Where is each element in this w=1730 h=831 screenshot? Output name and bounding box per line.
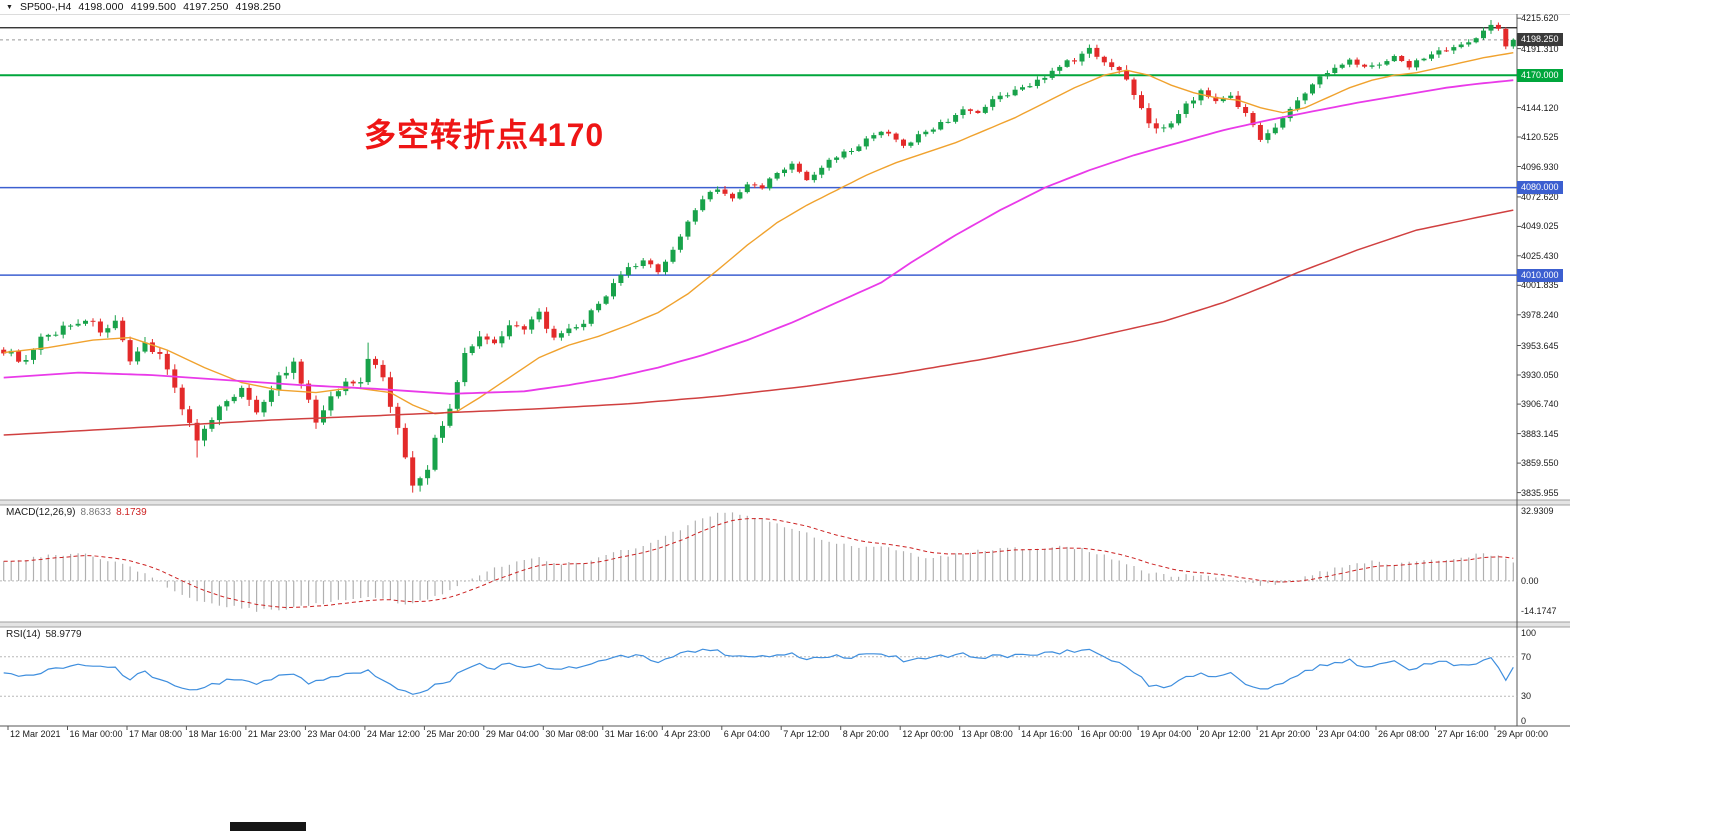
rsi-value: 58.9779 bbox=[45, 629, 82, 640]
quote-high: 4199.500 bbox=[130, 1, 177, 13]
quote-close: 4198.250 bbox=[235, 1, 281, 13]
taskbar-fragment bbox=[230, 822, 306, 831]
rsi-indicator-label: RSI(14) 58.9779 bbox=[6, 629, 82, 640]
ma-slow-red-line bbox=[3, 209, 1514, 436]
rsi-line bbox=[3, 648, 1514, 695]
rsi-name: RSI(14) bbox=[6, 629, 41, 640]
macd-main-value: 8.8633 bbox=[80, 507, 112, 518]
macd-signal-value: 8.1739 bbox=[116, 507, 147, 518]
quote-low: 4197.250 bbox=[183, 1, 229, 13]
symbol-info-bar: ▼ SP500-,H4 4198.000 4199.500 4197.250 4… bbox=[0, 0, 1730, 14]
horizontal-level-lines bbox=[0, 27, 1517, 276]
macd-signal-line bbox=[3, 518, 1514, 609]
quote-open: 4198.000 bbox=[78, 1, 124, 13]
candles-layer bbox=[1, 20, 1516, 493]
ma-fast-orange-line bbox=[3, 52, 1514, 415]
macd-histogram bbox=[3, 512, 1514, 612]
symbol-dropdown-icon[interactable]: ▼ bbox=[6, 3, 13, 11]
chart-canvas[interactable] bbox=[0, 0, 1570, 745]
annotation-text: 多空转折点4170 bbox=[364, 117, 605, 153]
macd-indicator-label: MACD(12,26,9) 8.8633 8.1739 bbox=[6, 507, 147, 518]
axis-ticks bbox=[7, 17, 1521, 730]
macd-name: MACD(12,26,9) bbox=[6, 507, 76, 518]
symbol-timeframe-label: SP500-,H4 bbox=[19, 1, 72, 13]
ma-medium-magenta-line bbox=[3, 79, 1514, 395]
